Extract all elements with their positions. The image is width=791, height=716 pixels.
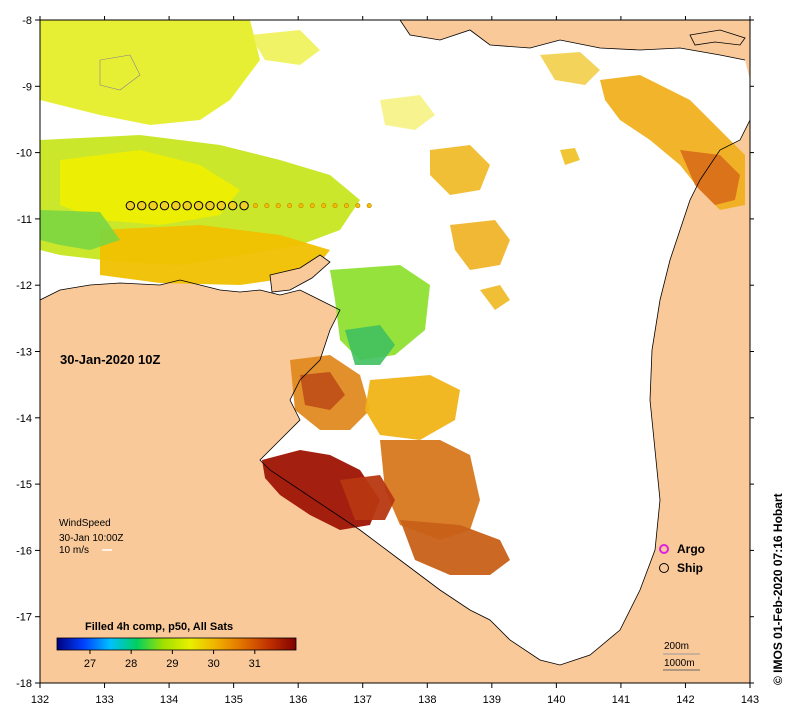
ship-track-point: [287, 203, 293, 209]
ship-track-point: [366, 203, 372, 209]
y-tick-label: -10: [16, 148, 32, 160]
sst-patches: [40, 20, 745, 575]
plot-area: [40, 20, 750, 683]
date-label: 30-Jan-2020 10Z: [60, 352, 161, 367]
wind-title: WindSpeed: [59, 518, 111, 529]
wind-time: 30-Jan 10:00Z: [59, 533, 124, 544]
colorbar-tick-label: 31: [249, 658, 261, 670]
x-tick-label: 132: [31, 694, 49, 706]
ship-track-point: [252, 203, 258, 209]
ship-track-point: [216, 200, 227, 211]
x-axis: 132 133 134 135 136 137 138 139 140 141 142 143: [31, 16, 759, 706]
ship-track-point: [182, 200, 192, 211]
argo-label: Argo: [677, 542, 705, 556]
ship-track-point: [321, 203, 327, 209]
colorbar-ticks: 27 28 29 30 31: [84, 650, 261, 670]
y-tick-label: -8: [22, 15, 32, 27]
x-tick-label: 140: [547, 694, 565, 706]
ship-marker-icon: [659, 563, 669, 573]
ship-track-point: [309, 203, 315, 209]
colorbar-tick-label: 27: [84, 658, 96, 670]
x-tick-label: 134: [160, 694, 178, 706]
x-tick-label: 138: [418, 694, 436, 706]
argo-marker-icon: [659, 544, 669, 554]
x-tick-label: 137: [354, 694, 372, 706]
x-tick-label: 142: [676, 694, 694, 706]
ship-track-point: [343, 203, 349, 209]
ship-track-point: [137, 200, 147, 211]
ship-label: Ship: [677, 561, 703, 575]
x-tick-label: 143: [741, 694, 759, 706]
colorbar-tick-label: 29: [166, 658, 178, 670]
ship-track-point: [355, 203, 361, 209]
y-axis: -8 -9 -10 -11 -12 -13 -14 -15 -16 -17 -18: [16, 15, 754, 690]
colorbar-bar: [56, 637, 297, 651]
y-tick-label: -17: [16, 612, 32, 624]
ship-track-point: [171, 200, 181, 211]
x-tick-label: 136: [289, 694, 307, 706]
colorbar-tick-label: 30: [207, 658, 219, 670]
ship-track-point: [264, 203, 270, 209]
ship-track-point: [298, 203, 304, 209]
x-tick-label: 141: [612, 694, 630, 706]
y-tick-label: -13: [16, 347, 32, 359]
colorbar-title: Filled 4h comp, p50, All Sats: [85, 621, 233, 633]
x-tick-label: 139: [483, 694, 501, 706]
colorbar-tick-label: 28: [125, 658, 137, 670]
ship-track-point: [239, 200, 249, 211]
x-tick-label: 133: [95, 694, 113, 706]
ship-track: [125, 200, 372, 211]
y-tick-label: -16: [16, 545, 32, 557]
ship-track-point: [148, 200, 158, 211]
colorbar: Filled 4h comp, p50, All Sats 27 28 29 30 31: [56, 621, 297, 670]
scale-distance: 1000m: [664, 658, 695, 669]
ship-track-point: [228, 200, 238, 211]
y-tick-label: -11: [17, 214, 32, 226]
ship-track-point: [205, 200, 215, 211]
y-tick-label: -18: [16, 678, 32, 690]
ship-track-point: [159, 200, 170, 211]
marker-legend: Argo Ship: [659, 542, 705, 575]
y-tick-label: -12: [16, 280, 32, 292]
scale-depth: 200m: [664, 641, 689, 652]
coastline-details: [40, 20, 750, 666]
credit-text: © IMOS 01-Feb-2020 07:16 Hobart: [771, 493, 785, 685]
ship-track-point: [275, 203, 281, 209]
ship-track-point: [125, 200, 136, 211]
ship-track-point: [332, 203, 338, 209]
x-tick-label: 135: [224, 694, 242, 706]
wind-speed-block: WindSpeed 30-Jan 10:00Z 10 m/s: [59, 518, 124, 556]
y-tick-label: -14: [16, 413, 32, 425]
y-tick-label: -15: [16, 479, 32, 491]
ship-track-point: [193, 200, 204, 211]
wind-scale: 10 m/s: [59, 545, 89, 556]
depth-scale: 200m 1000m: [663, 641, 700, 671]
y-tick-label: -9: [22, 81, 32, 93]
